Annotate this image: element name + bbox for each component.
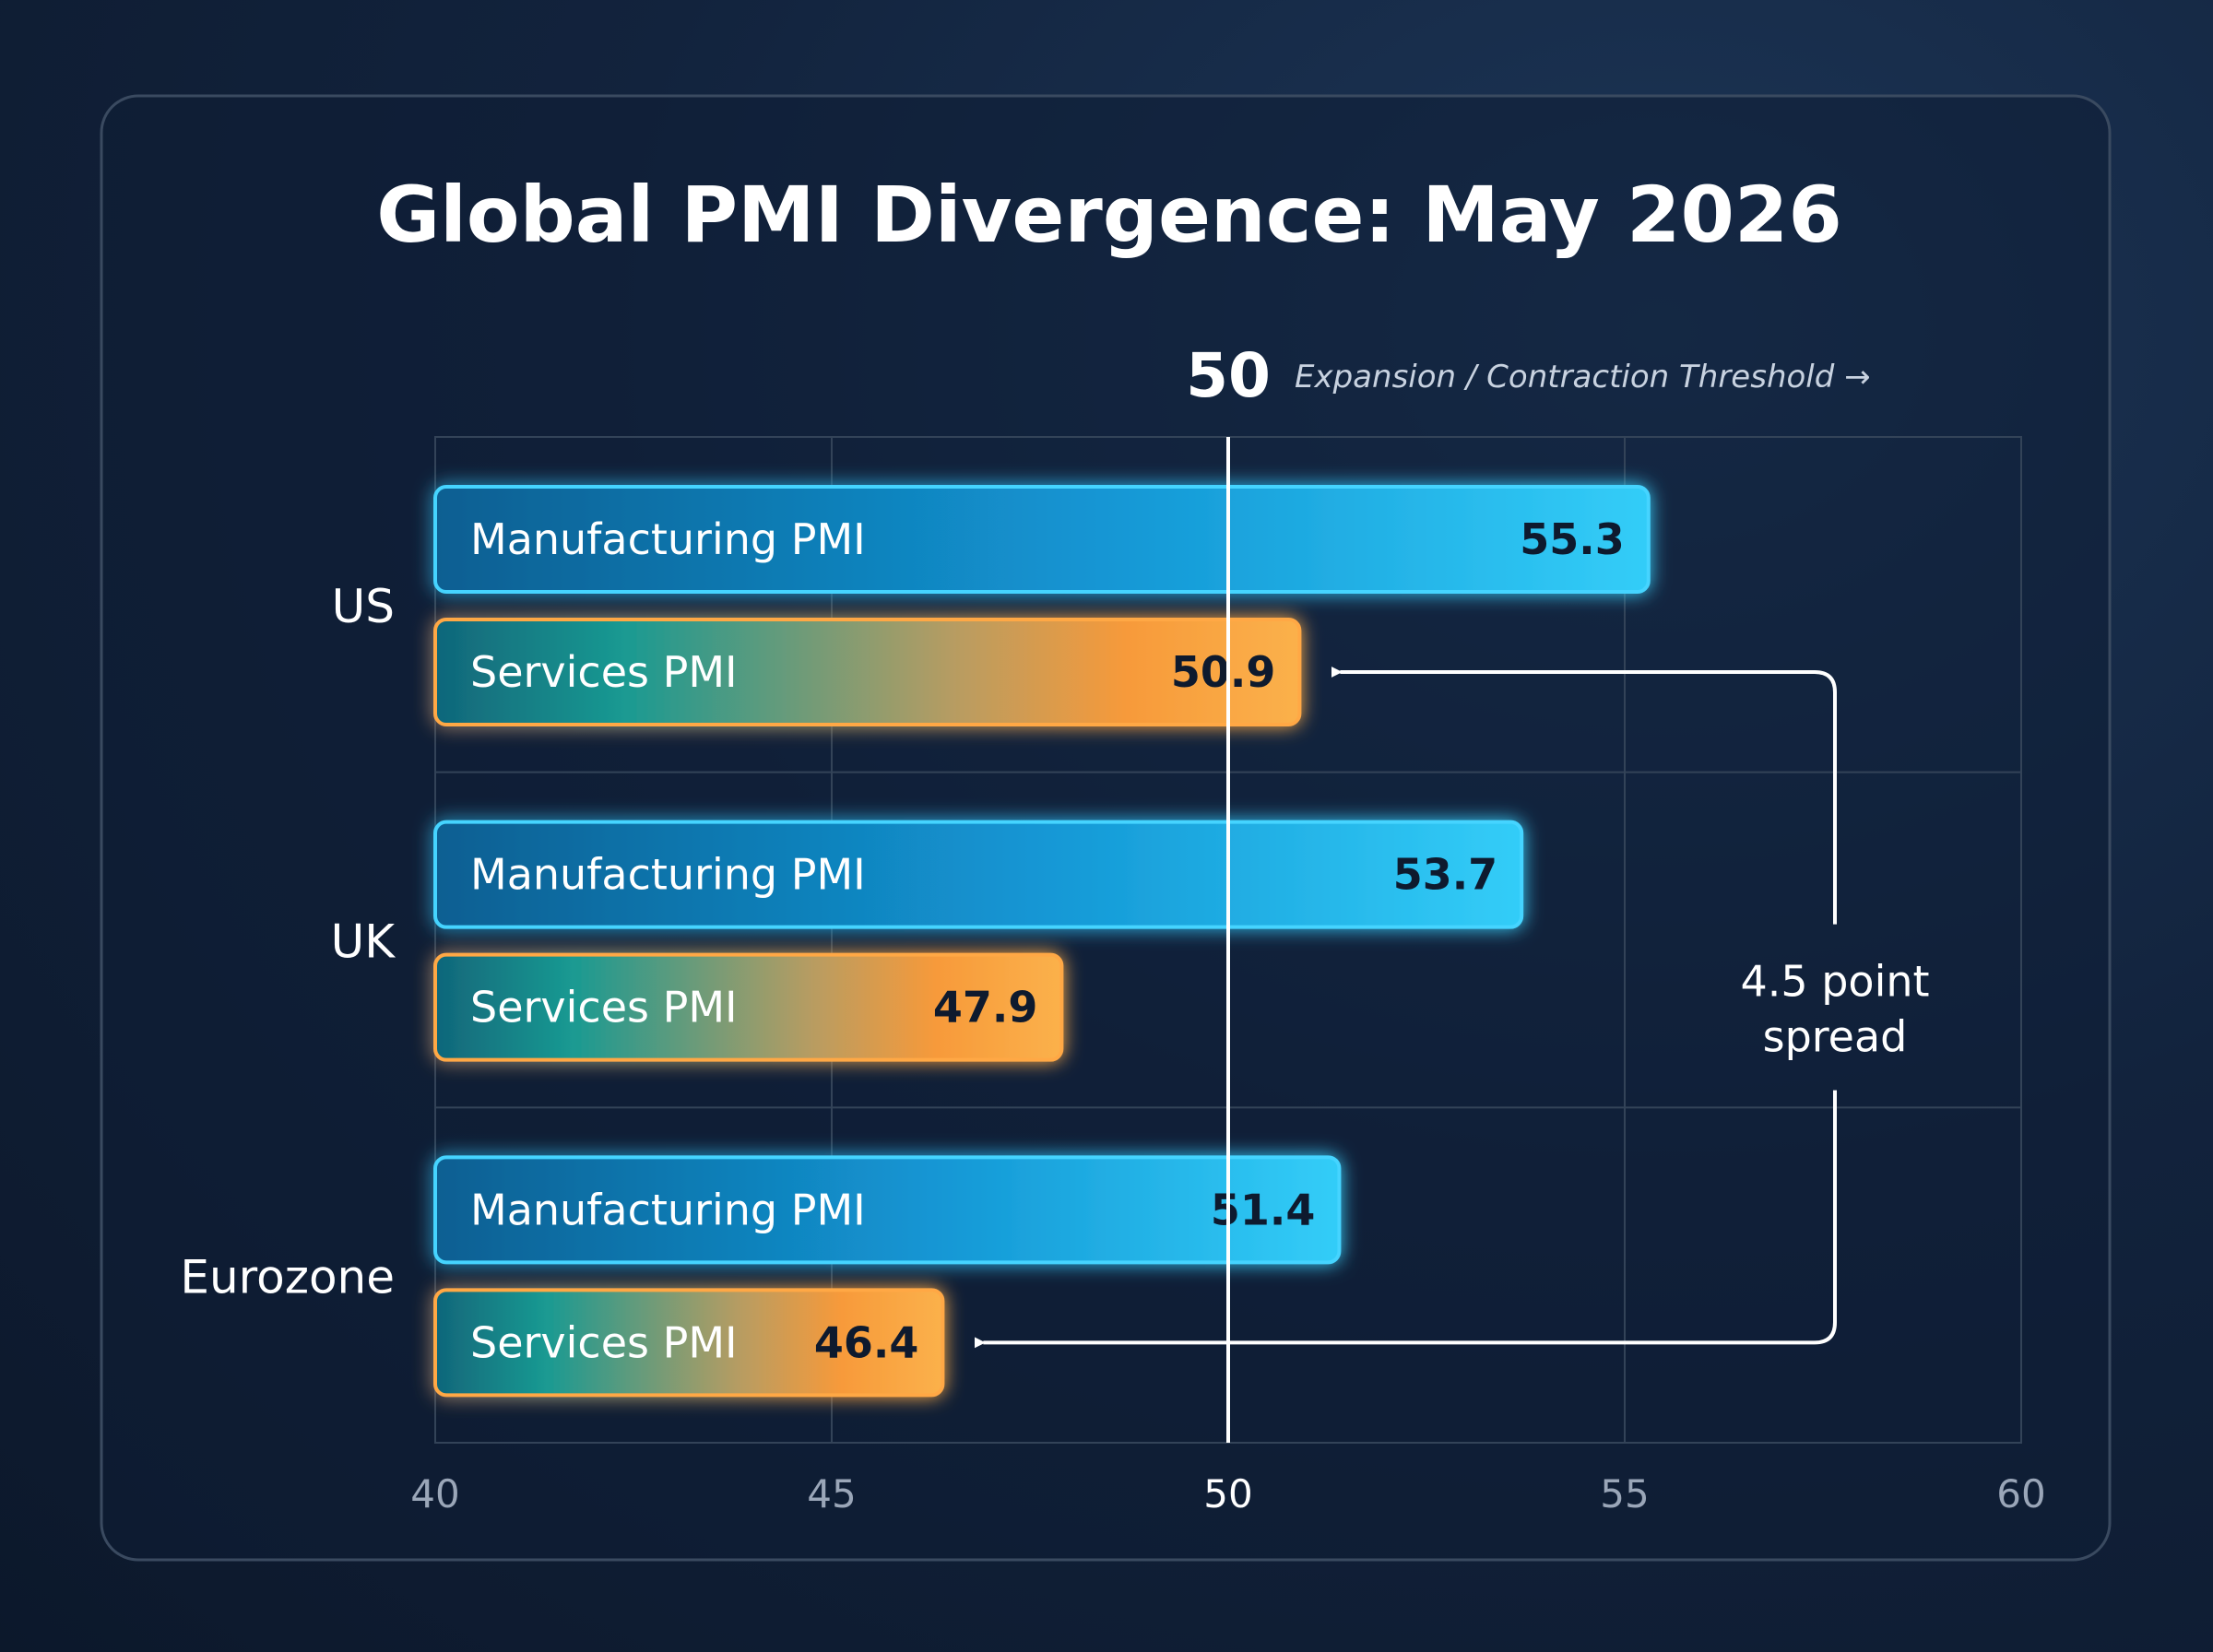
bar-series-label: Services PMI — [470, 1317, 738, 1367]
bar-series-label: Manufacturing PMI — [470, 514, 866, 564]
services-bar-us — [433, 618, 1302, 726]
bar-value-label: 46.4 — [814, 1317, 919, 1367]
bar-value-label: 53.7 — [1393, 850, 1498, 900]
category-label: Eurozone — [180, 1250, 395, 1304]
x-tick-label: 55 — [1600, 1471, 1649, 1516]
threshold-label: Expansion / Contraction Threshold → — [1295, 359, 1871, 395]
chart-title: Global PMI Divergence: May 2026 — [376, 170, 1842, 260]
x-tick-label: 50 — [1203, 1471, 1252, 1516]
bar-series-label: Services PMI — [470, 647, 738, 697]
x-tick-label: 60 — [1996, 1471, 2045, 1516]
services-bar-uk — [433, 952, 1064, 1062]
threshold-marker: 50 Expansion / Contraction Threshold → — [1186, 340, 1871, 1443]
bars: Manufacturing PMI 55.3 Services PMI 50.9 Man… — [433, 485, 1651, 1398]
spread-label-line1: 4.5 point — [1740, 957, 1929, 1007]
bar-value-label: 51.4 — [1211, 1185, 1316, 1234]
manufacturing-bar-us — [433, 485, 1651, 594]
spread-arrow-bottom — [974, 1090, 1837, 1349]
manufacturing-bar-uk — [433, 820, 1524, 929]
category-labels: US UK Eurozone — [180, 580, 396, 1304]
spread-label-line2: spread — [1763, 1012, 1908, 1062]
bar-series-label: Manufacturing PMI — [470, 1185, 866, 1234]
bar-series-label: Services PMI — [470, 983, 738, 1032]
x-tick-label: 40 — [410, 1471, 459, 1516]
x-axis-ticks: 40 45 50 55 60 — [410, 1471, 2045, 1516]
x-tick-label: 45 — [807, 1471, 856, 1516]
threshold-value-label: 50 — [1186, 340, 1271, 411]
bar-value-label: 55.3 — [1520, 514, 1625, 564]
spread-annotation: 4.5 point spread — [974, 667, 1930, 1349]
manufacturing-bar-eurozone — [433, 1155, 1342, 1265]
category-label: UK — [331, 915, 396, 969]
spread-arrow-top — [1331, 667, 1837, 925]
category-label: US — [332, 580, 395, 633]
bar-value-label: 50.9 — [1171, 647, 1276, 697]
bar-value-label: 47.9 — [933, 983, 1038, 1032]
services-bar-eurozone — [433, 1288, 945, 1398]
bar-series-label: Manufacturing PMI — [470, 850, 866, 900]
